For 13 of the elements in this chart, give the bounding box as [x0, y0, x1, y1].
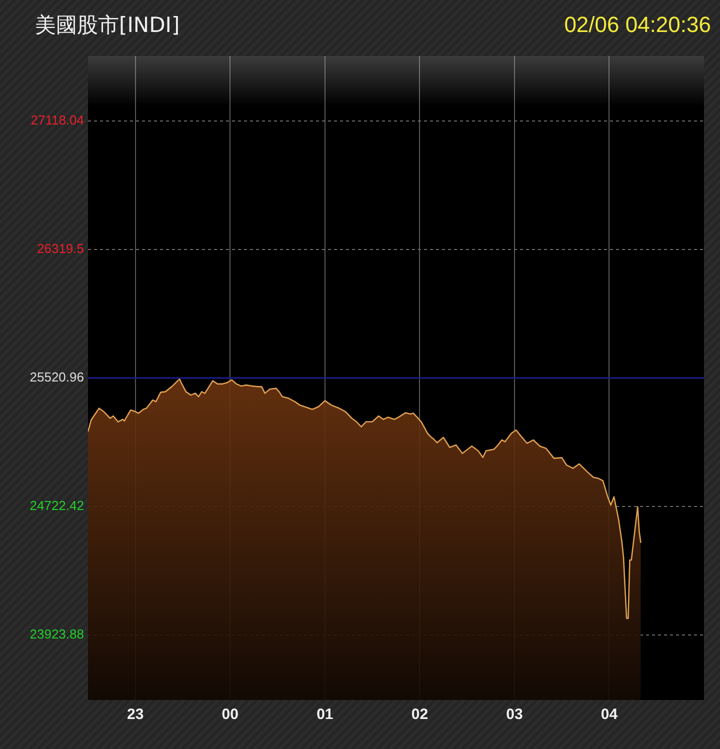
x-tick-label: 00 [222, 706, 238, 724]
x-tick-label: 01 [316, 706, 334, 724]
y-tick-label: 24722.42 [30, 498, 84, 514]
chart-subtitle: 02/06 04:20:36 [564, 11, 711, 39]
chart-title: 美國股市[INDI] [35, 12, 180, 39]
x-tick-label: 04 [600, 706, 618, 724]
x-tick-label: 23 [127, 706, 144, 724]
y-tick-label: 27118.04 [30, 112, 84, 128]
x-tick-label: 03 [506, 706, 523, 724]
y-tick-label: 23923.88 [30, 626, 84, 642]
y-tick-label: 25520.96 [30, 370, 84, 385]
x-tick-label: 02 [411, 706, 428, 724]
y-tick-label: 26319.5 [37, 241, 84, 256]
